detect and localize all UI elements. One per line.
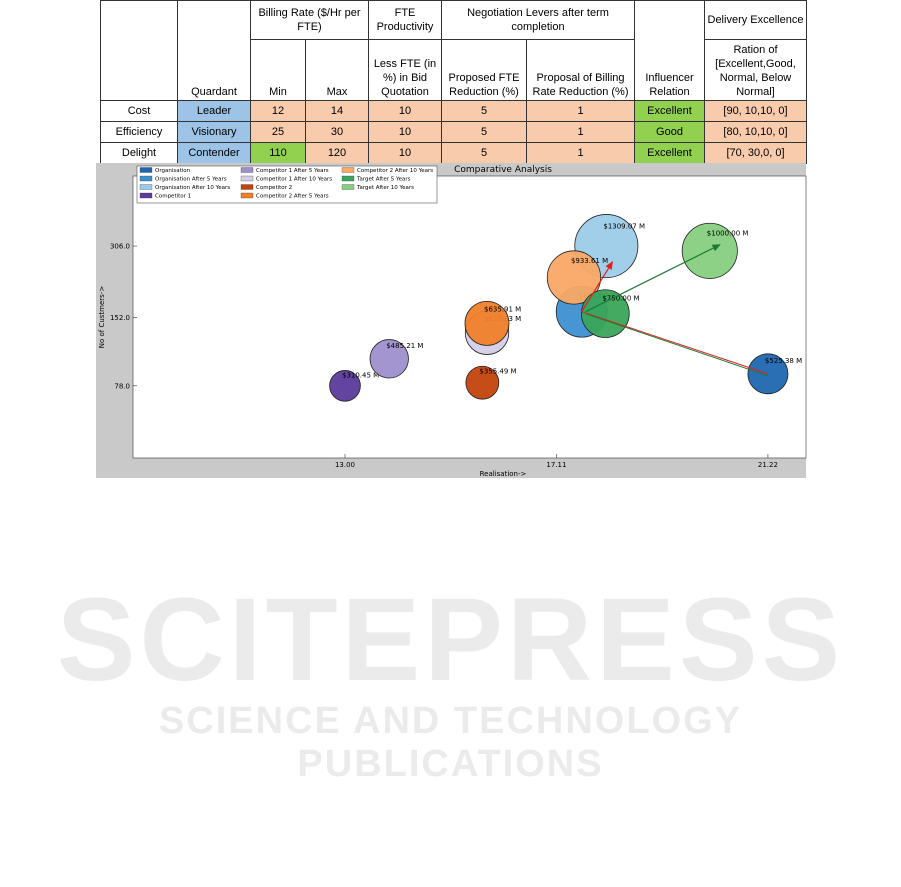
legend-swatch: [341, 167, 355, 173]
bubble: [329, 370, 361, 402]
legend-label: Competitor 1 After 10 Years: [256, 177, 332, 183]
legend-swatch: [139, 175, 153, 182]
x-tick-label: 21.22: [758, 461, 778, 469]
x-tick-label: 17.11: [546, 461, 566, 469]
cell: Max: [305, 39, 369, 101]
cell: [70, 30,0, 0]: [704, 142, 807, 164]
cell: 25: [250, 121, 306, 143]
legend-label: Competitor 2: [256, 185, 292, 191]
legend-swatch: [139, 192, 153, 199]
table: Quardant Billing Rate ($/Hr per FTE) FTE…: [100, 0, 807, 164]
x-tick-label: 13.00: [335, 461, 355, 469]
legend-swatch: [341, 175, 355, 182]
data-label: $485.21 M: [386, 342, 423, 350]
legend: [136, 165, 438, 204]
y-axis-label: No of Custmers->: [98, 286, 106, 349]
cell: Contender: [177, 142, 251, 164]
legend-swatch: [240, 175, 254, 182]
arrow: [585, 244, 721, 313]
data-label: $525.38 M: [765, 357, 802, 365]
legend-swatch: [139, 184, 153, 190]
y-tick-label: 306.0: [110, 243, 130, 251]
data-label: $355.49 M: [479, 368, 516, 376]
cell: 10: [368, 142, 442, 164]
cell: Billing Rate ($/Hr per FTE): [250, 0, 369, 40]
arrow: [581, 311, 769, 375]
legend-label: Target After 10 Years: [356, 185, 414, 191]
cell: Proposed FTE Reduction (%): [441, 39, 527, 101]
watermark: SCITEPRESS SCIENCE AND TECHNOLOGY PUBLIC…: [0, 580, 901, 786]
data-label: $635.91 M: [484, 305, 521, 313]
legend-swatch: [139, 167, 153, 173]
legend-label: Organisation: [155, 168, 191, 174]
cell: 5: [441, 100, 527, 122]
arrow: [581, 261, 613, 313]
watermark-title: SCITEPRESS: [56, 574, 845, 706]
row: Delight Contender 110 120 10 5 1 Excellent [70, …: [100, 142, 807, 164]
bubble: [369, 339, 409, 379]
bubble: [464, 300, 510, 346]
cell: 30: [305, 121, 369, 143]
x-axis-label: Realisation->: [480, 470, 527, 478]
bubble: [546, 250, 602, 305]
data-label: $933.61 M: [571, 257, 608, 265]
data-label: $310.45 M: [342, 371, 379, 379]
legend-swatch: [341, 184, 355, 190]
cell: 10: [368, 100, 442, 122]
cell: Proposal of Billing Rate Reduction (%): [526, 39, 635, 101]
cell: Ration of [Excellent,Good, Normal, Below…: [704, 39, 807, 101]
data-label: $1000.00 M: [707, 230, 749, 238]
data-label: $1309.07 M: [603, 223, 645, 231]
row: Efficiency Visionary 25 30 10 5 1 Good [80, 10,1…: [100, 121, 807, 143]
cell: Less FTE (in %) in Bid Quotation: [368, 39, 442, 101]
row: Cost Leader 12 14 10 5 1 Excellent [90, 10,10, 0…: [100, 100, 807, 122]
bubble: [465, 365, 500, 400]
y-tick-label: 152.0: [110, 314, 130, 322]
legend-label: Competitor 1: [155, 194, 191, 200]
legend-label: Competitor 2 After 10 Years: [357, 168, 433, 174]
cell: 1: [526, 121, 635, 143]
legend-swatch: [240, 184, 254, 190]
cell: Efficiency: [100, 121, 178, 143]
cell: 5: [441, 121, 527, 143]
y-tick-label: 78.0: [114, 382, 130, 390]
cell: Min: [250, 39, 306, 101]
data-label: $750.00 M: [602, 294, 639, 302]
legend-swatch: [240, 167, 254, 173]
legend-label: Competitor 1 After 5 Years: [256, 168, 329, 174]
arrow: [585, 313, 769, 377]
cell: 110: [250, 142, 306, 164]
cell: Negotiation Levers after term completion: [441, 0, 635, 40]
cell: Influencer Relation: [634, 0, 705, 101]
legend-label: Target After 5 Years: [356, 177, 411, 183]
cell: 120: [305, 142, 369, 164]
cell: [100, 0, 178, 101]
cell: 5: [441, 142, 527, 164]
cell: 12: [250, 100, 306, 122]
cell: FTE Productivity: [368, 0, 442, 40]
chart-title: Comparative Analysis: [454, 165, 552, 175]
legend-label: Organisation After 10 Years: [155, 185, 230, 191]
legend-label: Organisation After 5 Years: [155, 177, 227, 183]
watermark-subtitle: SCIENCE AND TECHNOLOGY PUBLICATIONS: [158, 700, 743, 785]
legend-label: Competitor 2 After 5 Years: [256, 194, 329, 200]
cell: 1: [526, 142, 635, 164]
bubble: [681, 222, 738, 279]
legend-swatch: [240, 192, 254, 199]
bubble: [581, 289, 630, 338]
cell: Delivery Excellence: [704, 0, 807, 40]
